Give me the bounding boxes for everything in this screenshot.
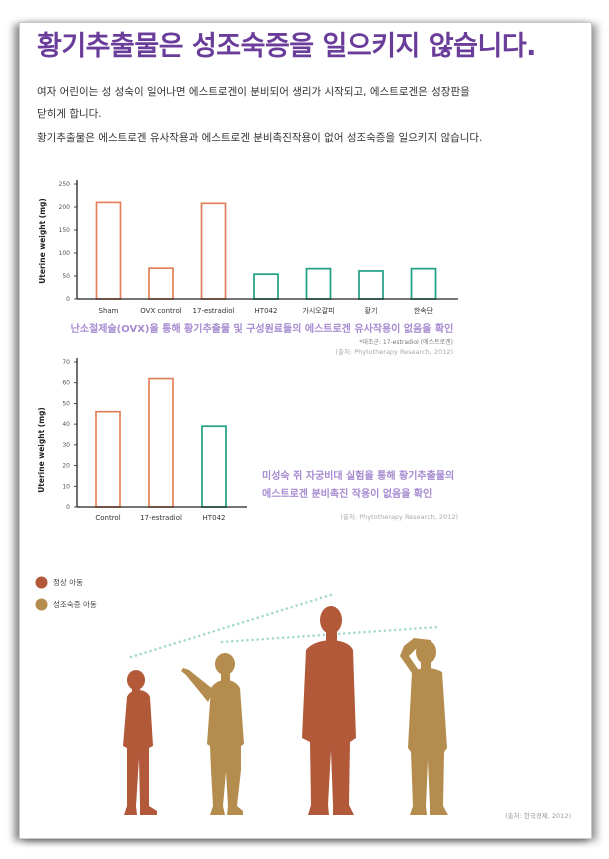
- intro-line-1: 여자 어린이는 성 성숙이 일어나면 에스트로겐이 분비되어 생리가 시작되고,…: [37, 86, 470, 98]
- y-axis-title: Uterine weight (mg): [37, 407, 46, 493]
- x-tick-label: HT042: [203, 514, 226, 522]
- y-tick-label: 150: [59, 227, 71, 234]
- legend-dot-normal-icon: [35, 576, 48, 588]
- chart1-source: (출처: Phytotherapy Research, 2012): [335, 348, 453, 356]
- normal-child-silhouette: [123, 670, 157, 815]
- x-tick-label: 17-estradiol: [193, 307, 235, 315]
- precocious-adult-raised-arm: [400, 638, 431, 676]
- precocious-child-neck: [221, 672, 230, 682]
- legend-label-normal: 정상 아동: [53, 577, 83, 587]
- bar: [410, 267, 437, 300]
- x-tick-label: 17-estradiol: [140, 514, 182, 522]
- y-tick-label: 50: [62, 400, 70, 407]
- x-tick-label: Control: [95, 514, 120, 522]
- y-tick-label: 40: [62, 421, 70, 428]
- y-tick-label: 50: [62, 273, 70, 280]
- bar: [95, 201, 122, 300]
- bar: [201, 425, 227, 508]
- x-tick-label: 한속단: [414, 306, 434, 315]
- uterine-weight-ovx-chart: 0 50 100 150 200 250 Sham OVX control 17-estradi…: [38, 180, 458, 315]
- precocious-child-silhouette: [181, 653, 244, 815]
- chart2-source: (출처: Phytotherapy Research, 2012): [340, 513, 458, 521]
- x-tick-label: 가시오갈피: [302, 306, 334, 315]
- x-tick-label: OVX control: [140, 307, 182, 315]
- chart2-caption-line-1: 미성숙 쥐 자궁비대 실험을 통해 황기추출물의: [262, 471, 455, 482]
- x-tick-label: Sham: [99, 307, 119, 315]
- uterine-weight-immature-chart: 0 10 20 30 40 50 60 70 Control 17-estradiol HT042 U…: [37, 358, 247, 522]
- precocious-adult-silhouette: [400, 638, 448, 815]
- normal-child-neck: [132, 686, 140, 694]
- y-tick-label: 30: [62, 442, 70, 449]
- bar: [148, 377, 174, 508]
- legend-item-normal: 정상 아동: [35, 575, 83, 589]
- x-tick-label: 황기: [365, 306, 378, 315]
- normal-adult-head: [320, 606, 342, 634]
- chart1-caption: 난소절제술(OVX)을 통해 황기추출물 및 구성원료들의 에스트로겐 유사작용…: [70, 324, 454, 335]
- intro-line-2: 닫히게 합니다.: [37, 108, 102, 120]
- bar: [148, 267, 174, 300]
- chart1-control-note: *대조군: 17-estradiol (에스트로겐): [359, 339, 453, 346]
- legend-dot-normal-circle: [35, 576, 48, 588]
- bar: [95, 410, 121, 508]
- normal-child-head: [127, 670, 145, 690]
- legend-dot-precocious-circle: [35, 598, 48, 610]
- legend-item-precocious: 성조숙증 아동: [35, 597, 97, 611]
- page-title: 황기추출물은 성조숙증을 일으키지 않습니다.: [37, 31, 536, 62]
- bar: [200, 202, 227, 300]
- height-comparison-illustration: [123, 592, 448, 815]
- x-tick-label: HT042: [255, 307, 278, 315]
- y-tick-label: 20: [62, 463, 70, 470]
- normal-adult-body: [302, 640, 356, 815]
- precocious-child-pointing-arm: [181, 668, 214, 702]
- normal-adult-neck: [326, 630, 337, 643]
- precocious-child-body: [207, 680, 244, 815]
- bar: [305, 267, 332, 300]
- chart2-caption-line-2: 에스트로겐 분비촉진 작용이 없음을 확인: [262, 489, 433, 500]
- normal-adult-silhouette: [302, 606, 356, 815]
- precocious-adult-body: [408, 668, 448, 815]
- bar: [253, 273, 279, 300]
- height-line-normal: [129, 592, 336, 659]
- legend-dot-precocious-icon: [35, 598, 48, 610]
- y-tick-label: 200: [59, 204, 71, 211]
- intro-line-3: 황기추출물은 에스트로겐 유사작용과 에스트로겐 분비촉진작용이 없어 성조숙증…: [37, 132, 483, 144]
- bar: [358, 270, 384, 300]
- precocious-child-head: [215, 653, 235, 675]
- y-axis-title: Uterine weight (mg): [38, 198, 47, 284]
- y-tick-label: 10: [62, 483, 70, 490]
- illustration-source: (출처: 한국경제, 2012): [505, 812, 571, 820]
- y-tick-label: 0: [66, 504, 70, 511]
- precocious-adult-neck: [421, 660, 431, 670]
- legend-label-precocious: 성조숙증 아동: [53, 599, 97, 609]
- y-tick-label: 0: [66, 296, 70, 303]
- normal-child-body: [123, 690, 157, 815]
- y-tick-label: 60: [62, 380, 70, 387]
- y-tick-label: 70: [62, 359, 70, 366]
- y-tick-label: 100: [59, 250, 71, 257]
- y-tick-label: 250: [59, 181, 71, 188]
